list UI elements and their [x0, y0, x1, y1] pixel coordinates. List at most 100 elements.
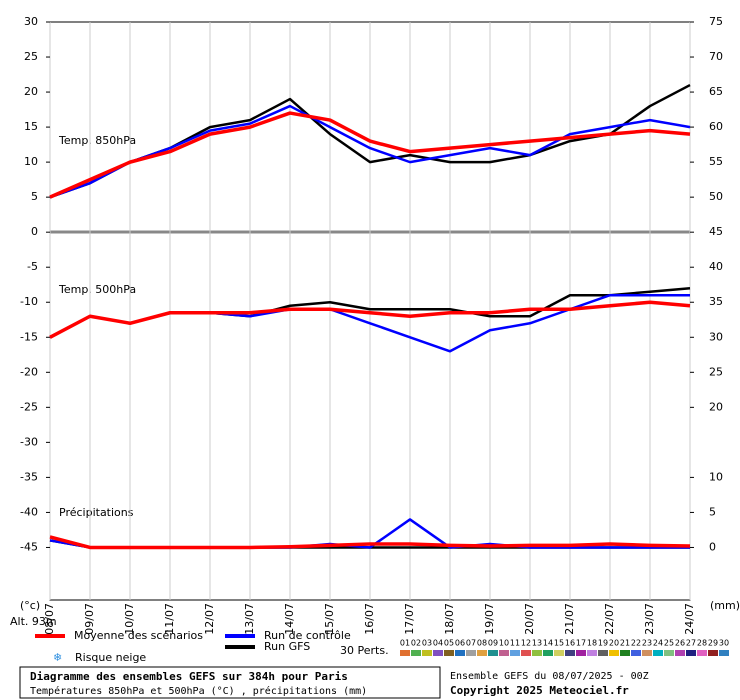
pert-swatch	[620, 650, 630, 656]
pert-swatch	[510, 650, 520, 656]
x-tick-label: 11/07	[163, 603, 176, 635]
pert-label: 04	[433, 639, 443, 648]
pert-label: 18	[587, 639, 597, 648]
legend-label: Run de contrôle	[264, 629, 351, 642]
y-tick-label: -30	[20, 435, 38, 448]
y-tick-label: -10	[20, 295, 38, 308]
pert-label: 01	[400, 639, 410, 648]
y2-tick-label: 30	[709, 330, 723, 343]
pert-swatch	[565, 650, 575, 656]
pert-label: 10	[499, 639, 509, 648]
panel-label: Temp. 500hPa	[58, 283, 136, 296]
y-tick-label: 0	[31, 225, 38, 238]
pert-label: 05	[444, 639, 454, 648]
x-tick-label: 24/07	[683, 603, 696, 635]
x-tick-label: 19/07	[483, 603, 496, 635]
pert-swatch	[444, 650, 454, 656]
pert-swatch	[433, 650, 443, 656]
y-tick-label: -35	[20, 470, 38, 483]
pert-label: 08	[477, 639, 487, 648]
y-tick-label: -15	[20, 330, 38, 343]
x-tick-label: 12/07	[203, 603, 216, 635]
y-unit: (°c)	[20, 599, 40, 612]
y-tick-label: 5	[31, 190, 38, 203]
x-tick-label: 23/07	[643, 603, 656, 635]
y-tick-label: 10	[24, 155, 38, 168]
pert-swatch	[642, 650, 652, 656]
y2-tick-label: 45	[709, 225, 723, 238]
run-info: Ensemble GEFS du 08/07/2025 - 00Z	[450, 671, 649, 682]
y2-tick-label: 70	[709, 50, 723, 63]
series-line	[49, 111, 691, 199]
pert-label: 26	[675, 639, 685, 648]
panel-label: Temp. 850hPa	[58, 134, 136, 147]
pert-label: 16	[565, 639, 575, 648]
snow-icon: ❄	[53, 651, 62, 664]
pert-swatch	[587, 650, 597, 656]
y2-tick-label: 50	[709, 190, 723, 203]
y-tick-label: 30	[24, 15, 38, 28]
pert-label: 12	[521, 639, 531, 648]
panel-label: Précipitations	[59, 506, 134, 519]
pert-swatch	[422, 650, 432, 656]
altitude: Alt. 93m	[10, 615, 57, 628]
y2-tick-label: 0	[709, 540, 716, 553]
pert-label: 25	[664, 639, 674, 648]
pert-label: 23	[642, 639, 652, 648]
pert-label: 17	[576, 639, 586, 648]
x-tick-label: 17/07	[403, 603, 416, 635]
perts-label: 30 Perts.	[340, 644, 389, 657]
y2-tick-label: 35	[709, 295, 723, 308]
pert-swatch	[411, 650, 421, 656]
pert-label: 21	[620, 639, 630, 648]
pert-label: 07	[466, 639, 476, 648]
series-line	[49, 300, 691, 339]
y-tick-label: -40	[20, 505, 38, 518]
pert-swatch	[477, 650, 487, 656]
pert-label: 22	[631, 639, 641, 648]
y2-tick-label: 60	[709, 120, 723, 133]
x-tick-label: 09/07	[83, 603, 96, 635]
pert-swatch	[400, 650, 410, 656]
pert-swatch	[686, 650, 696, 656]
pert-swatch	[708, 650, 718, 656]
x-tick-label: 08/07	[43, 603, 56, 635]
pert-swatch	[499, 650, 509, 656]
y-tick-label: -25	[20, 400, 38, 413]
pert-label: 28	[697, 639, 707, 648]
pert-swatch	[466, 650, 476, 656]
y2-tick-label: 25	[709, 365, 723, 378]
pert-label: 11	[510, 639, 520, 648]
legend-label: Run GFS	[264, 640, 310, 653]
pert-swatch	[488, 650, 498, 656]
y-tick-label: -45	[20, 540, 38, 553]
pert-label: 06	[455, 639, 465, 648]
pert-swatch	[521, 650, 531, 656]
y-tick-label: -20	[20, 365, 38, 378]
pert-label: 19	[598, 639, 608, 648]
x-tick-label: 10/07	[123, 603, 136, 635]
pert-label: 14	[543, 639, 553, 648]
pert-swatch	[675, 650, 685, 656]
pert-swatch	[543, 650, 553, 656]
x-tick-label: 20/07	[523, 603, 536, 635]
footer-subtitle: Températures 850hPa et 500hPa (°C) , pré…	[30, 685, 367, 697]
x-tick-label: 22/07	[603, 603, 616, 635]
pert-swatch	[664, 650, 674, 656]
pert-label: 15	[554, 639, 564, 648]
pert-label: 03	[422, 639, 432, 648]
x-tick-label: 15/07	[323, 603, 336, 635]
pert-label: 24	[653, 639, 663, 648]
y2-tick-label: 5	[709, 505, 716, 518]
snow-risk: Risque neige	[75, 651, 146, 664]
pert-swatch	[455, 650, 465, 656]
y-tick-label: -5	[27, 260, 38, 273]
pert-label: 09	[488, 639, 498, 648]
y2-tick-label: 40	[709, 260, 723, 273]
pert-swatch	[609, 650, 619, 656]
pert-swatch	[554, 650, 564, 656]
y-tick-label: 20	[24, 85, 38, 98]
footer-box	[19, 666, 441, 699]
pert-swatch	[576, 650, 586, 656]
x-tick-label: 21/07	[563, 603, 576, 635]
